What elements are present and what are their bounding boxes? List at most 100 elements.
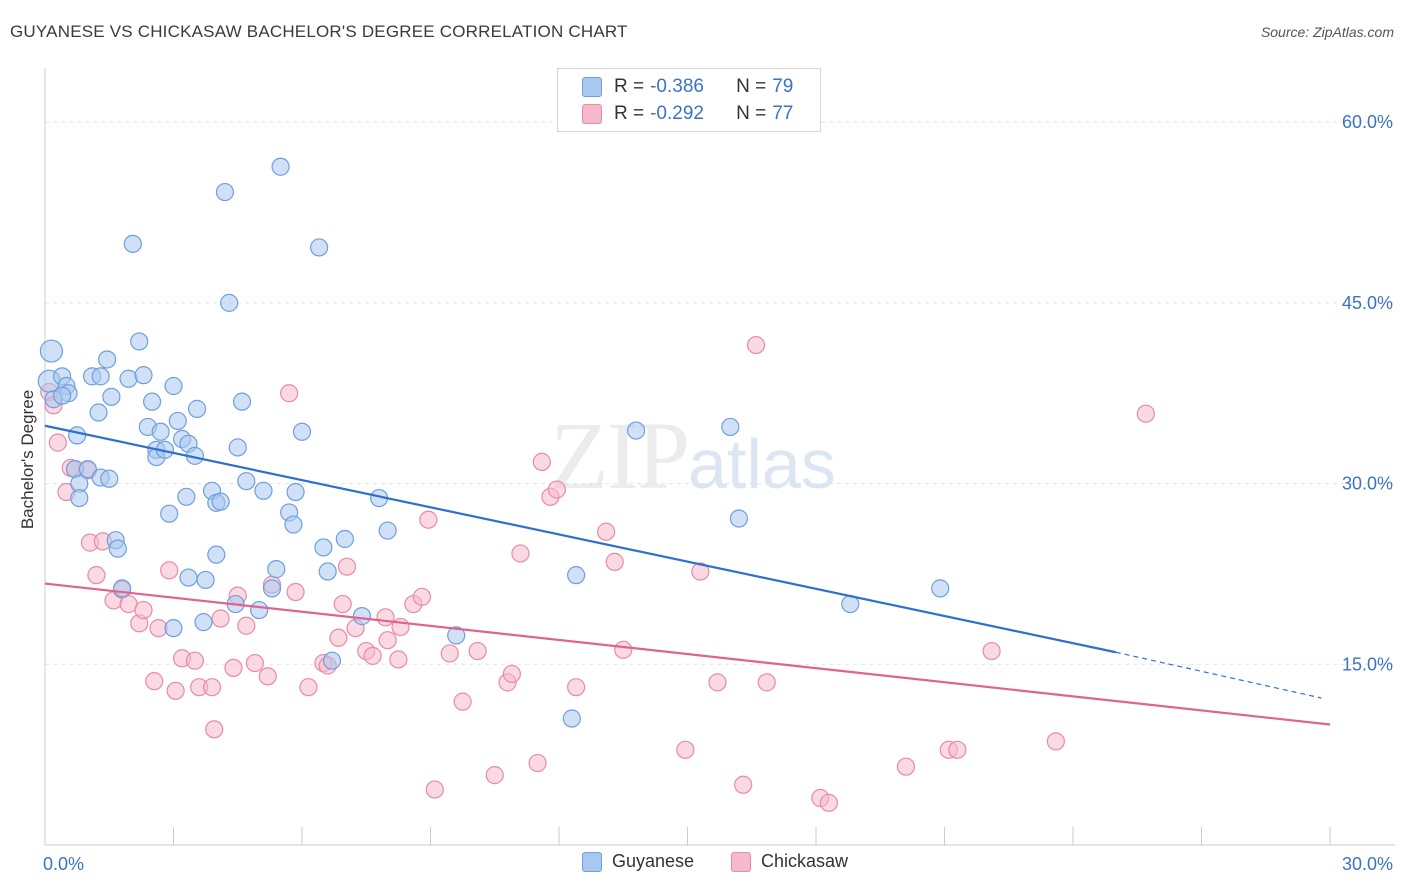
guyanese-point <box>53 386 72 405</box>
guyanese-point <box>194 613 213 632</box>
guyanese-point <box>215 182 234 202</box>
guyanese-point <box>292 422 312 441</box>
guyanese-point <box>254 481 273 500</box>
chickasaw-point <box>511 544 530 563</box>
chickasaw-point <box>614 640 633 659</box>
guyanese-point <box>335 529 354 549</box>
chickasaw-point <box>389 650 408 669</box>
chickasaw-point <box>468 641 487 661</box>
guyanese-point <box>318 562 337 581</box>
guyanese-point <box>262 579 282 598</box>
guyanese-point <box>108 539 127 558</box>
guyanese-point <box>352 607 372 626</box>
guyanese-point <box>250 600 269 620</box>
chickasaw-point <box>333 594 352 614</box>
guyanese-point <box>232 392 252 411</box>
chickasaw-point <box>1136 404 1155 423</box>
chickasaw-point <box>299 678 318 697</box>
source-label: Source: ZipAtlas.com <box>1260 24 1394 40</box>
guyanese-point <box>130 332 149 351</box>
chickasaw-point <box>547 480 566 499</box>
guyanese-point <box>271 157 290 176</box>
legend-n-label: N = <box>736 76 767 97</box>
legend-r-label: R = <box>614 103 645 124</box>
chickasaw-point <box>202 678 222 697</box>
y-tick-label: 15.0% <box>1342 654 1393 674</box>
legend-n-value: 79 <box>772 76 794 97</box>
legend-row-guyanese: R = -0.386 N = 79 <box>558 74 793 100</box>
guyanese-point <box>196 570 215 590</box>
guyanese-point <box>151 422 170 441</box>
chickasaw-point <box>237 616 256 635</box>
guyanese-point <box>160 504 179 523</box>
guyanese-point <box>168 411 187 431</box>
guyanese-point <box>314 538 333 557</box>
guyanese-trendline <box>44 424 1117 654</box>
bottom-legend-guyanese: Guyanese <box>582 851 694 872</box>
correlation-legend: R = -0.386 N = 79 R = -0.292 N = 77 <box>557 68 821 132</box>
guyanese-point <box>102 387 121 406</box>
guyanese-point <box>164 376 183 396</box>
guyanese-point <box>284 515 303 534</box>
guyanese-point <box>931 579 950 598</box>
bottom-legend-label: Chickasaw <box>761 851 849 871</box>
chickasaw-point <box>280 384 299 403</box>
chickasaw-point <box>48 433 67 452</box>
chickasaw-point <box>363 646 382 665</box>
chickasaw-point <box>378 631 397 650</box>
guyanese-point <box>211 492 230 511</box>
chickasaw-point <box>211 609 230 628</box>
guyanese-point <box>70 488 89 508</box>
guyanese-point <box>164 619 183 638</box>
guyanese-point <box>112 579 132 598</box>
chickasaw-point <box>337 557 357 576</box>
guyanese-point <box>119 369 138 388</box>
guyanese-point <box>142 392 162 411</box>
guyanese-point <box>100 469 119 488</box>
chickasaw-point <box>258 667 277 686</box>
chickasaw-point <box>145 672 164 691</box>
legend-r-value: -0.292 <box>650 103 704 124</box>
chickasaw-point <box>160 561 179 580</box>
chickasaw-point <box>676 740 695 759</box>
chickasaw-point <box>502 664 521 684</box>
legend-row-chickasaw: R = -0.292 N = 77 <box>558 101 793 127</box>
guyanese-point <box>98 350 117 369</box>
chickasaw-point <box>419 510 438 529</box>
guyanese-point <box>89 403 108 422</box>
guyanese-point <box>228 438 247 457</box>
guyanese-point <box>187 399 207 418</box>
chickasaw-point <box>982 641 1001 661</box>
guyanese-point <box>447 626 466 645</box>
chickasaw-point <box>87 566 106 585</box>
guyanese-point <box>177 487 196 506</box>
guyanese-swatch-icon <box>582 77 602 97</box>
chickasaw-point <box>708 673 727 692</box>
chickasaw-point <box>528 753 547 773</box>
watermark-zip: ZIP <box>550 402 690 509</box>
chickasaw-point <box>440 644 459 663</box>
chickasaw-point <box>286 582 305 602</box>
guyanese-point <box>310 238 329 257</box>
chickasaw-point <box>166 681 185 700</box>
chickasaw-point <box>605 552 624 571</box>
chickasaw-point <box>896 757 916 776</box>
guyanese-trendline-extension <box>1115 651 1322 699</box>
chickasaw-point <box>1046 732 1065 751</box>
chickasaw-point <box>757 673 776 692</box>
chickasaw-point <box>224 658 243 678</box>
chickasaw-point <box>532 452 551 471</box>
chickasaw-point <box>245 653 264 673</box>
guyanese-point <box>220 293 239 312</box>
guyanese-point <box>207 545 226 564</box>
guyanese-point <box>39 339 64 363</box>
y-tick-label: 60.0% <box>1342 112 1393 132</box>
chickasaw-point <box>453 692 472 711</box>
chickasaw-point <box>376 608 395 627</box>
chickasaw-point <box>329 628 348 647</box>
chickasaw-point <box>819 793 838 812</box>
chickasaw-point <box>485 766 504 785</box>
chickasaw-swatch-icon <box>731 851 751 872</box>
chickasaw-trendline <box>44 582 1331 726</box>
